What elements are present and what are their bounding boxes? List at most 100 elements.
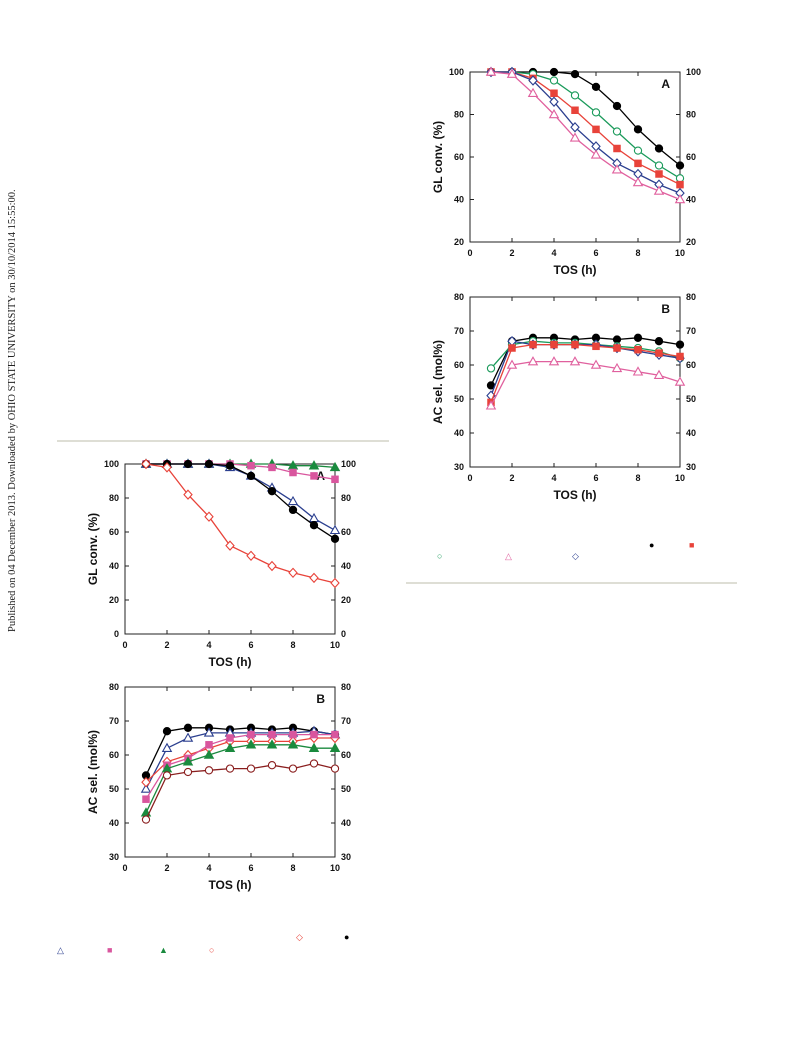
data-point [310, 472, 318, 480]
data-point [653, 185, 665, 195]
data-point [204, 459, 214, 469]
y-tick-label: 0 [114, 629, 119, 639]
data-point [653, 369, 665, 379]
x-tick-label: 0 [122, 863, 127, 873]
data-point [634, 159, 642, 168]
y-tick-label-right: 80 [686, 292, 696, 302]
data-point [246, 764, 256, 773]
data-point [675, 161, 685, 170]
data-point [611, 362, 623, 373]
data-point [591, 82, 601, 92]
data-point [569, 356, 581, 366]
data-point [549, 67, 559, 77]
data-point [674, 376, 686, 386]
series-line [145, 727, 336, 776]
legend-marker-filled-triangle: ▲ [159, 945, 168, 955]
y-tick-label: 80 [454, 110, 464, 120]
data-point [287, 495, 299, 506]
data-point [675, 174, 685, 183]
y-tick-label-right: 40 [341, 818, 351, 828]
data-point [506, 359, 518, 369]
right-divider-rule [406, 582, 737, 584]
data-point [633, 146, 643, 155]
data-point [571, 106, 579, 114]
data-point [288, 505, 298, 515]
data-point [548, 356, 560, 366]
data-point [592, 125, 600, 134]
series-3 [487, 340, 684, 407]
data-point [204, 766, 214, 775]
series-line [490, 337, 681, 386]
data-point [308, 742, 320, 752]
data-point [245, 739, 257, 749]
data-point [633, 333, 643, 342]
y-tick-label: 70 [109, 716, 119, 726]
y-tick-label: 100 [104, 459, 119, 469]
data-point [162, 462, 172, 473]
legend-marker-filled-circle: ● [344, 932, 350, 942]
x-axis-label: TOS (h) [208, 878, 251, 892]
series-line [491, 71, 681, 179]
data-point [226, 734, 234, 742]
data-point [590, 359, 602, 369]
data-point [613, 144, 621, 153]
data-point [654, 337, 664, 346]
data-point [529, 340, 537, 349]
data-point [549, 76, 559, 85]
data-point [309, 572, 319, 584]
data-point [205, 741, 213, 749]
x-tick-label: 4 [551, 248, 556, 258]
data-point [162, 771, 172, 780]
y-tick-label: 30 [454, 462, 464, 472]
series-line [145, 730, 336, 790]
x-tick-label: 6 [248, 863, 253, 873]
data-point [329, 461, 341, 472]
data-point [246, 550, 256, 562]
data-point [309, 521, 319, 530]
y-tick-label-right: 0 [341, 629, 346, 639]
y-tick-label-right: 30 [686, 462, 696, 472]
x-tick-label: 6 [248, 640, 253, 650]
x-tick-label: 6 [593, 248, 598, 258]
data-point [591, 108, 601, 117]
y-tick-label-right: 40 [686, 195, 696, 205]
y-tick-label: 40 [454, 428, 464, 438]
series-line [145, 737, 335, 783]
right-legend-row-2: ○ △ ◇ [430, 550, 610, 562]
plot-frame [469, 296, 681, 468]
x-tick-label: 6 [593, 473, 598, 483]
x-axis-label: TOS (h) [208, 655, 251, 669]
data-point [267, 560, 277, 572]
data-point [246, 471, 256, 481]
series-4 [485, 356, 686, 410]
series-1 [486, 337, 685, 373]
data-point [267, 761, 277, 770]
y-tick-label-right: 50 [341, 784, 351, 794]
data-point [655, 170, 663, 178]
x-tick-label: 2 [509, 248, 514, 258]
data-point [633, 125, 643, 134]
y-axis-label: AC sel. (mol%) [431, 340, 445, 424]
data-point [611, 164, 623, 174]
data-point [224, 742, 236, 752]
data-point [204, 511, 214, 522]
y-axis-label: AC sel. (mol%) [86, 730, 100, 814]
y-tick-label-right: 60 [686, 360, 696, 370]
data-point [486, 364, 496, 373]
data-point [570, 91, 580, 100]
data-point [141, 776, 151, 788]
data-point [225, 764, 235, 773]
data-point [225, 461, 235, 470]
series-line [491, 71, 681, 186]
y-tick-label-right: 80 [686, 110, 696, 120]
y-tick-label: 40 [454, 195, 464, 205]
data-point [674, 193, 686, 204]
data-point [310, 730, 318, 739]
left-divider-rule [57, 440, 389, 442]
y-tick-label-right: 80 [341, 493, 351, 503]
series-4 [141, 458, 340, 589]
y-tick-label: 20 [109, 595, 119, 605]
data-point [183, 489, 193, 500]
data-point [550, 89, 558, 97]
